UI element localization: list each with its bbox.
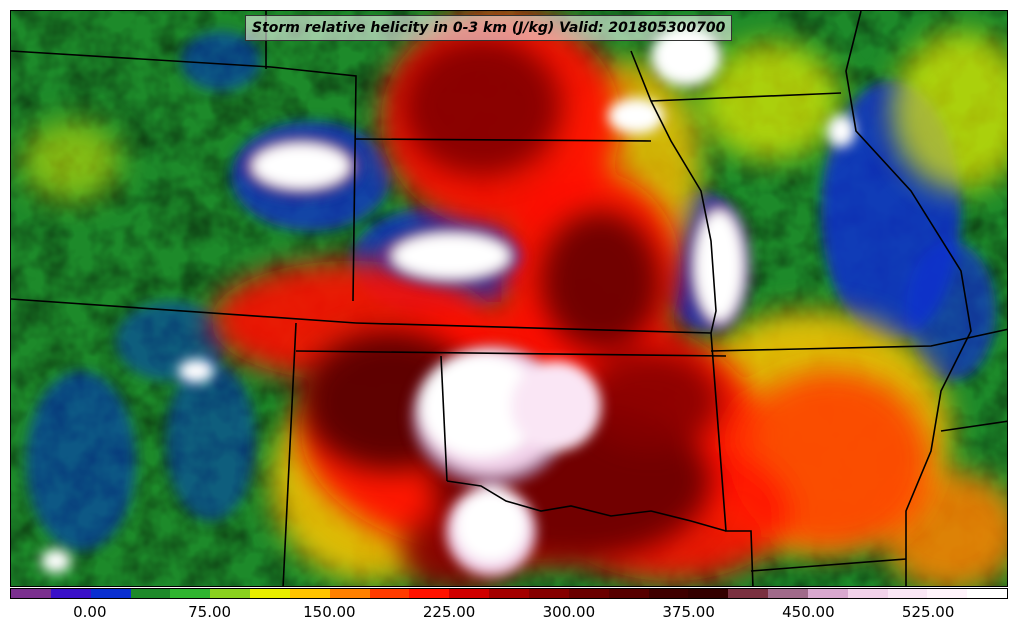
colorbar-labels: 0.00 75.00 150.00 225.00 300.00 375.00 450.00 5… — [10, 601, 1008, 625]
colorbar-segment — [449, 589, 490, 598]
border-ia-mn — [650, 92, 842, 102]
border-ok-tx-river — [446, 480, 727, 532]
border-mo-ar — [750, 558, 907, 572]
colorbar-segment — [728, 589, 769, 598]
border-ks-ok — [295, 350, 727, 357]
colorbar-segment — [130, 589, 171, 598]
map-frame — [10, 10, 1008, 587]
colorbar-segment — [289, 589, 330, 598]
colorbar-segment — [608, 589, 649, 598]
colorbar-tick-label: 225.00 — [422, 603, 476, 621]
colorbar-segment — [489, 589, 529, 598]
colorbar-tick-label: 300.00 — [542, 603, 596, 621]
field-low-white-areas — [41, 26, 855, 573]
colorbar-segment — [528, 589, 569, 598]
colorbar-segment — [329, 589, 370, 598]
colorbar — [10, 588, 1008, 599]
colorbar-tick-label: 450.00 — [782, 603, 835, 621]
colorbar-segment — [369, 589, 410, 598]
colorbar-segment — [967, 589, 1008, 598]
colorbar-segment — [688, 589, 729, 598]
colorbar-segment — [568, 589, 609, 598]
colorbar-segment — [807, 589, 848, 598]
border-ks-mo — [710, 332, 754, 586]
field-high-helicity — [411, 346, 601, 576]
colorbar-segment — [768, 589, 808, 598]
colorbar-segment — [409, 589, 450, 598]
colorbar-tick-label: 0.00 — [73, 603, 107, 621]
helicity-map — [11, 11, 1007, 586]
colorbar-segment — [170, 589, 211, 598]
border-ia-mo — [710, 328, 1007, 352]
colorbar-segment — [927, 589, 968, 598]
colorbar-segment — [250, 589, 290, 598]
colorbar-segment — [210, 589, 251, 598]
colorbar-segment — [887, 589, 928, 598]
colorbar-tick-label: 75.00 — [188, 603, 232, 621]
border-mississippi — [845, 11, 972, 586]
border-wy-ne-west — [270, 66, 357, 302]
colorbar-segment — [648, 589, 689, 598]
border-co-north — [11, 298, 357, 324]
state-borders — [11, 11, 1007, 586]
colorbar-segment — [90, 589, 131, 598]
colorbar-tick-label: 150.00 — [303, 603, 356, 621]
map-title: Storm relative helicity in 0-3 km (J/kg)… — [245, 15, 733, 41]
border-ar-la — [940, 420, 1007, 432]
border-sd-ne — [355, 138, 652, 142]
border-co-nm — [282, 322, 297, 586]
colorbar-segment — [50, 589, 91, 598]
colorbar-segment — [847, 589, 888, 598]
colorbar-tick-label: 525.00 — [901, 603, 955, 621]
field-low-blue-areas — [26, 31, 996, 551]
border-ok-panhandle — [440, 355, 448, 482]
border-mt-wy — [11, 50, 272, 68]
colorbar-tick-label: 375.00 — [662, 603, 715, 621]
colorbar-segment — [11, 589, 51, 598]
border-ne-ks — [355, 322, 712, 334]
